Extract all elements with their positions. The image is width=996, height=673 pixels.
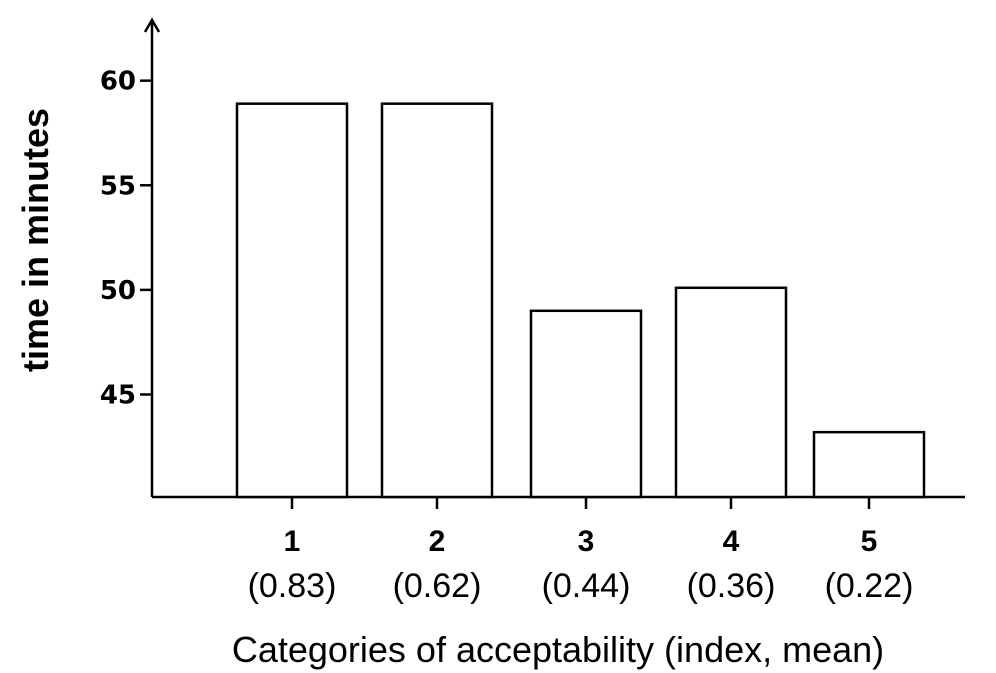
- x-tick-label: 4: [723, 525, 740, 558]
- x-tick-label: 5: [861, 525, 878, 558]
- bars: [235, 102, 926, 499]
- x-tick-label: 3: [578, 525, 595, 558]
- x-axis-ticks: 1 (0.83) 2 (0.62) 3 (0.44) 4 (0.36) 5 (0.22): [248, 497, 914, 605]
- bar: [529, 309, 643, 499]
- y-tick-label: 60: [100, 67, 136, 97]
- bar: [380, 102, 494, 499]
- bar: [812, 430, 926, 499]
- y-tick-label: 50: [100, 276, 136, 306]
- bar: [674, 286, 788, 499]
- x-tick-sublabel: (0.22): [825, 567, 914, 605]
- y-axis-label: time in minutes: [15, 108, 56, 372]
- y-tick-label: 55: [100, 171, 136, 201]
- x-tick-sublabel: (0.83): [248, 567, 337, 605]
- x-tick-label: 1: [284, 525, 301, 558]
- x-tick-label: 2: [429, 525, 446, 558]
- x-tick-sublabel: (0.62): [393, 567, 482, 605]
- x-tick-sublabel: (0.36): [687, 567, 776, 605]
- x-axis-label: Categories of acceptability (index, mean…: [232, 629, 884, 670]
- y-tick-label: 45: [100, 380, 136, 410]
- bar: [235, 102, 349, 499]
- x-tick-sublabel: (0.44): [542, 567, 631, 605]
- y-axis-ticks: 45 50 55 60: [100, 67, 152, 410]
- y-axis-arrow-icon: [143, 17, 161, 33]
